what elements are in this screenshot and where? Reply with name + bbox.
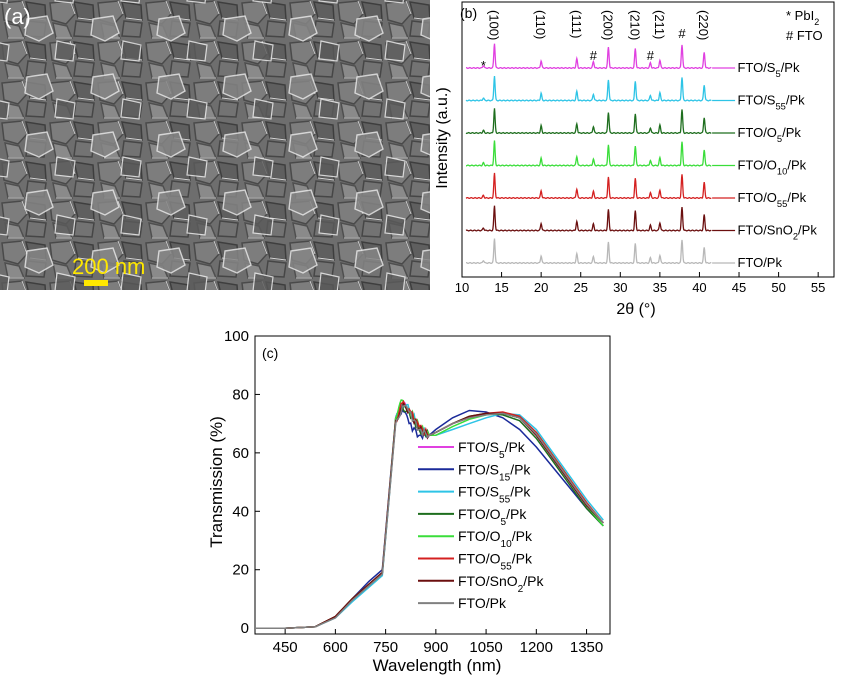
transmission-y-tick-label: 20 [232, 562, 249, 579]
transmission-x-tick-label: 750 [373, 639, 398, 656]
legend-label: FTO/Pk [458, 595, 507, 611]
transmission-x-axis-label: Wavelength (nm) [373, 656, 502, 675]
xrd-series-label: FTO/O10/Pk [737, 158, 806, 177]
xrd-x-tick-label: 15 [494, 280, 508, 295]
transmission-x-tick-label: 900 [423, 639, 448, 656]
transmission-trace [255, 406, 604, 629]
xrd-plot-frame [461, 1, 835, 278]
transmission-y-axis-label: Transmission (%) [207, 416, 226, 548]
sem-micrograph: (a) 200 nm [0, 0, 430, 290]
xrd-peak-marker: # [647, 48, 655, 63]
xrd-peak-marker: # [590, 48, 598, 63]
xrd-trace [466, 140, 712, 167]
panel-b-label: (b) [460, 5, 477, 21]
xrd-chart: 10 15 20 25 30 35 40 45 50 55 *(100) (110) (111)#(2… [434, 1, 835, 318]
scale-bar [84, 280, 108, 286]
xrd-peak-marker: # [678, 26, 686, 41]
xrd-x-tick-label: 30 [613, 280, 627, 295]
xrd-x-axis-label: 2θ (°) [616, 301, 655, 318]
xrd-x-tick-label: 40 [692, 280, 706, 295]
xrd-peak-marker: * [481, 58, 486, 73]
xrd-peak-label: (210) [627, 10, 642, 40]
legend-label: FTO/S55/Pk [458, 484, 531, 506]
sem-image-panel: (a) 200 nm [0, 0, 430, 290]
transmission-x-tick-label: 450 [273, 639, 298, 656]
transmission-y-tick-label: 80 [232, 386, 249, 403]
xrd-trace [465, 108, 712, 135]
pbi2-note: * PbI2 [786, 8, 819, 27]
transmission-y-tick-label: 0 [241, 620, 249, 637]
xrd-x-tick-label: 45 [732, 280, 746, 295]
transmission-trace [255, 403, 604, 629]
panel-c-label: (c) [262, 345, 278, 361]
transmission-trace [255, 402, 604, 629]
legend-label: FTO/S5/Pk [458, 439, 526, 461]
transmission-x-tick-label: 1050 [469, 639, 502, 656]
xrd-trace [466, 43, 712, 70]
transmission-chart-panel: 450 600 750 900 1050 1200 1350 0 20 40 60 80 100 FTO… [200, 322, 620, 679]
xrd-peak-label: (111) [569, 10, 584, 38]
xrd-peak-label: (100) [486, 10, 501, 40]
xrd-chart-panel: 10 15 20 25 30 35 40 45 50 55 * (100) (110) (111) # (2… [434, 0, 851, 320]
xrd-series-label: FTO/O5/Pk [737, 125, 801, 144]
xrd-x-tick-label: 20 [534, 280, 548, 295]
fto-note: # FTO [786, 28, 823, 43]
xrd-series-label: FTO/SnO2/Pk [737, 223, 817, 242]
transmission-trace [255, 404, 604, 629]
legend-label: FTO/O10/Pk [458, 528, 533, 550]
xrd-peak-label: (220) [696, 10, 711, 40]
transmission-x-tick-label: 1350 [570, 639, 603, 656]
transmission-x-tick-label: 600 [323, 639, 348, 656]
transmission-chart: 450 600 750 900 1050 1200 1350 0 20 40 60 80 100 FTO… [207, 328, 611, 675]
xrd-series-label: FTO/O55/Pk [737, 190, 806, 209]
xrd-x-tick-label: 25 [573, 280, 587, 295]
xrd-x-tick-label: 50 [771, 280, 785, 295]
xrd-trace [465, 205, 712, 232]
xrd-peak-label: (110) [533, 10, 548, 39]
legend-label: FTO/O55/Pk [458, 551, 533, 573]
legend-label: FTO/O5/Pk [458, 506, 527, 528]
scale-bar-text: 200 nm [72, 254, 145, 279]
xrd-series-label: FTO/Pk [737, 255, 782, 270]
transmission-y-tick-label: 100 [224, 328, 249, 345]
transmission-y-tick-label: 40 [232, 503, 249, 520]
xrd-trace [465, 76, 712, 102]
xrd-trace [466, 238, 712, 265]
transmission-y-tick-label: 60 [232, 445, 249, 462]
legend-label: FTO/SnO2/Pk [458, 573, 544, 595]
xrd-x-tick-label: 35 [653, 280, 667, 295]
xrd-x-tick-label: 10 [455, 280, 469, 295]
xrd-series-label: FTO/S55/Pk [737, 93, 805, 112]
xrd-peak-label: (200) [600, 10, 615, 40]
xrd-trace [465, 172, 712, 200]
xrd-peak-label: (211) [652, 10, 667, 39]
transmission-plot-frame [254, 335, 611, 635]
xrd-y-axis-label: Intensity (a.u.) [436, 87, 451, 188]
xrd-series-label: FTO/S5/Pk [737, 60, 800, 79]
transmission-trace [255, 404, 604, 629]
transmission-x-tick-label: 1200 [520, 639, 553, 656]
legend-label: FTO/S15/Pk [458, 461, 531, 483]
xrd-x-tick-label: 55 [811, 280, 825, 295]
panel-a-label: (a) [4, 4, 31, 29]
